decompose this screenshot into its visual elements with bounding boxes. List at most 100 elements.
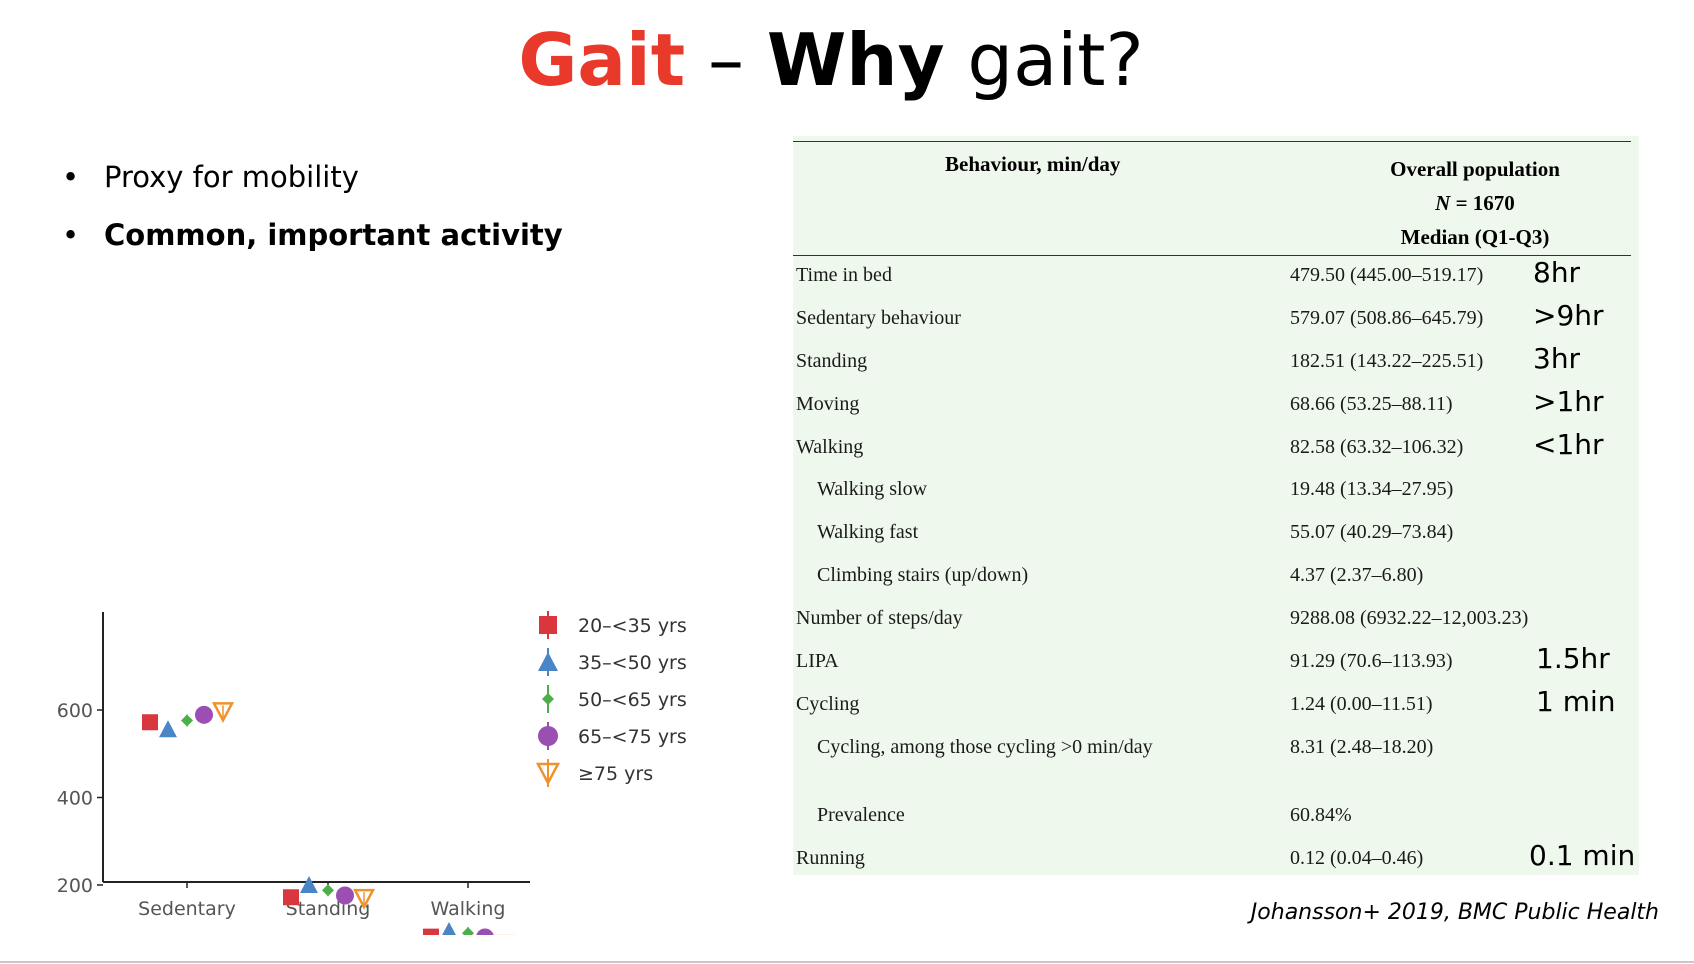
header-population: Overall population N = 1670 Median (Q1-Q… xyxy=(1315,152,1635,254)
legend-marker-icon xyxy=(535,762,561,786)
data-point xyxy=(442,921,456,935)
footer-divider xyxy=(0,961,1694,963)
citation: Johansson+ 2019, BMC Public Health xyxy=(1250,900,1659,925)
header-pop-n: N = 1670 xyxy=(1315,186,1635,220)
row-value: 91.29 (70.6–113.93) xyxy=(1290,650,1453,672)
row-value: 60.84% xyxy=(1290,804,1352,826)
table-row: Climbing stairs (up/down) 4.37 (2.37–6.80… xyxy=(0,564,1694,594)
row-label: Standing xyxy=(796,350,868,372)
legend-title: Age group xyxy=(537,600,650,601)
row-annotation: 1.5hr xyxy=(1536,642,1610,675)
table-row: Running 0.12 (0.04–0.46) 0.1 min xyxy=(0,839,1694,877)
legend-label: 20–<35 yrs xyxy=(578,615,687,637)
row-label: Walking slow xyxy=(817,478,928,500)
legend-marker-icon xyxy=(538,726,558,746)
data-point xyxy=(352,888,376,910)
row-value: 82.58 (63.32–106.32) xyxy=(1290,436,1464,458)
row-value: 19.48 (13.34–27.95) xyxy=(1290,478,1454,500)
x-tick-label: Walking xyxy=(431,898,506,920)
row-annotation: >9hr xyxy=(1533,299,1604,332)
row-label: Number of steps/day xyxy=(796,607,963,629)
header-behaviour: Behaviour, min/day xyxy=(945,152,1121,176)
row-label: Walking fast xyxy=(817,521,919,543)
row-label: Time in bed xyxy=(796,264,892,286)
table-row: Standing 182.51 (143.22–225.51) 3hr xyxy=(0,342,1694,380)
y-tick-label: 200 xyxy=(57,875,93,897)
bullet-text: Proxy for mobility xyxy=(104,160,359,194)
legend-label: 35–<50 yrs xyxy=(578,652,687,674)
bullet-text: Common, important activity xyxy=(104,218,563,252)
row-annotation: >1hr xyxy=(1533,385,1604,418)
bullet-item: • Common, important activity xyxy=(62,206,563,264)
row-value: 1.24 (0.00–11.51) xyxy=(1290,693,1433,715)
table-row: Prevalence 60.84% xyxy=(0,804,1694,834)
table-row: Sedentary behaviour 579.07 (508.86–645.79… xyxy=(0,299,1694,337)
row-value: 55.07 (40.29–73.84) xyxy=(1290,521,1454,543)
row-value: 479.50 (445.00–519.17) xyxy=(1290,264,1484,286)
table-row: Walking 82.58 (63.32–106.32) <1hr xyxy=(0,428,1694,466)
row-annotation: 8hr xyxy=(1533,256,1581,289)
y-tick-label: 600 xyxy=(57,700,93,722)
title-why: Why xyxy=(766,18,945,102)
table-row: LIPA 91.29 (70.6–113.93) 1.5hr xyxy=(0,642,1694,680)
bullet-dot-icon: • xyxy=(62,160,80,194)
data-point xyxy=(195,705,213,724)
header-pop-stat: Median (Q1-Q3) xyxy=(1400,225,1550,249)
behaviour-table xyxy=(793,136,1639,875)
row-annotation: 0.1 min xyxy=(1529,839,1636,872)
row-value: 579.07 (508.86–645.79) xyxy=(1290,307,1484,329)
data-point xyxy=(322,884,334,897)
row-value: 68.66 (53.25–88.11) xyxy=(1290,393,1453,415)
row-label: Cycling, among those cycling >0 min/day xyxy=(817,736,1153,758)
table-row: Walking fast 55.07 (40.29–73.84) xyxy=(0,521,1694,551)
table-header-rule xyxy=(793,255,1631,256)
row-annotation: 3hr xyxy=(1533,342,1581,375)
table-row: Cycling, among those cycling >0 min/day 8… xyxy=(0,736,1694,766)
header-pop-n-value: = 1670 xyxy=(1450,191,1515,215)
row-label: Walking xyxy=(796,436,864,458)
row-label: Running xyxy=(796,847,865,869)
legend-label: ≥75 yrs xyxy=(578,763,653,785)
row-label: Prevalence xyxy=(817,804,905,826)
row-value: 8.31 (2.48–18.20) xyxy=(1290,736,1434,758)
bullet-item: • Proxy for mobility xyxy=(62,148,563,206)
header-pop-title: Overall population xyxy=(1390,157,1560,181)
row-annotation: 1 min xyxy=(1536,685,1616,718)
table-row: Number of steps/day 9288.08 (6932.22–12,0… xyxy=(0,607,1694,637)
title-rest: gait? xyxy=(944,18,1144,102)
table-top-rule xyxy=(793,141,1631,142)
table-row: Walking slow 19.48 (13.34–27.95) xyxy=(0,478,1694,508)
data-point xyxy=(142,714,158,731)
data-point xyxy=(211,702,235,723)
data-point xyxy=(423,928,439,935)
data-point xyxy=(476,928,494,935)
data-point xyxy=(336,886,354,905)
slide-title: Gait – Why gait? xyxy=(0,14,1694,106)
table-row: Cycling 1.24 (0.00–11.51) 1 min xyxy=(0,685,1694,723)
bullet-list: • Proxy for mobility • Common, important… xyxy=(62,148,563,264)
table-row: Moving 68.66 (53.25–88.11) >1hr xyxy=(0,385,1694,423)
row-label: Climbing stairs (up/down) xyxy=(817,564,1029,586)
bullet-dot-icon: • xyxy=(62,218,80,252)
x-tick-label: Standing xyxy=(286,898,371,920)
legend-marker-icon xyxy=(542,693,554,705)
y-tick-label: 400 xyxy=(57,788,93,810)
legend-label: 65–<75 yrs xyxy=(578,726,687,748)
row-label: Cycling xyxy=(796,693,860,715)
row-value: 4.37 (2.37–6.80) xyxy=(1290,564,1424,586)
data-point xyxy=(159,720,177,738)
gait-activity-chart: 200 400 600 Sedentary Standing Walking Age gro… xyxy=(57,600,687,935)
data-point xyxy=(283,889,299,906)
row-label: Moving xyxy=(796,393,860,415)
row-annotation: <1hr xyxy=(1533,428,1604,461)
row-value: 9288.08 (6932.22–12,003.23) xyxy=(1290,607,1529,629)
row-label: LIPA xyxy=(796,650,839,672)
title-gait: Gait xyxy=(518,18,686,102)
legend-marker-icon xyxy=(538,652,558,671)
x-tick-label: Sedentary xyxy=(138,898,236,920)
row-label: Sedentary behaviour xyxy=(796,307,961,329)
legend-marker-icon xyxy=(539,616,557,634)
legend-label: 50–<65 yrs xyxy=(578,689,687,711)
header-pop-n-label: N xyxy=(1435,191,1451,215)
title-dash: – xyxy=(685,18,767,102)
